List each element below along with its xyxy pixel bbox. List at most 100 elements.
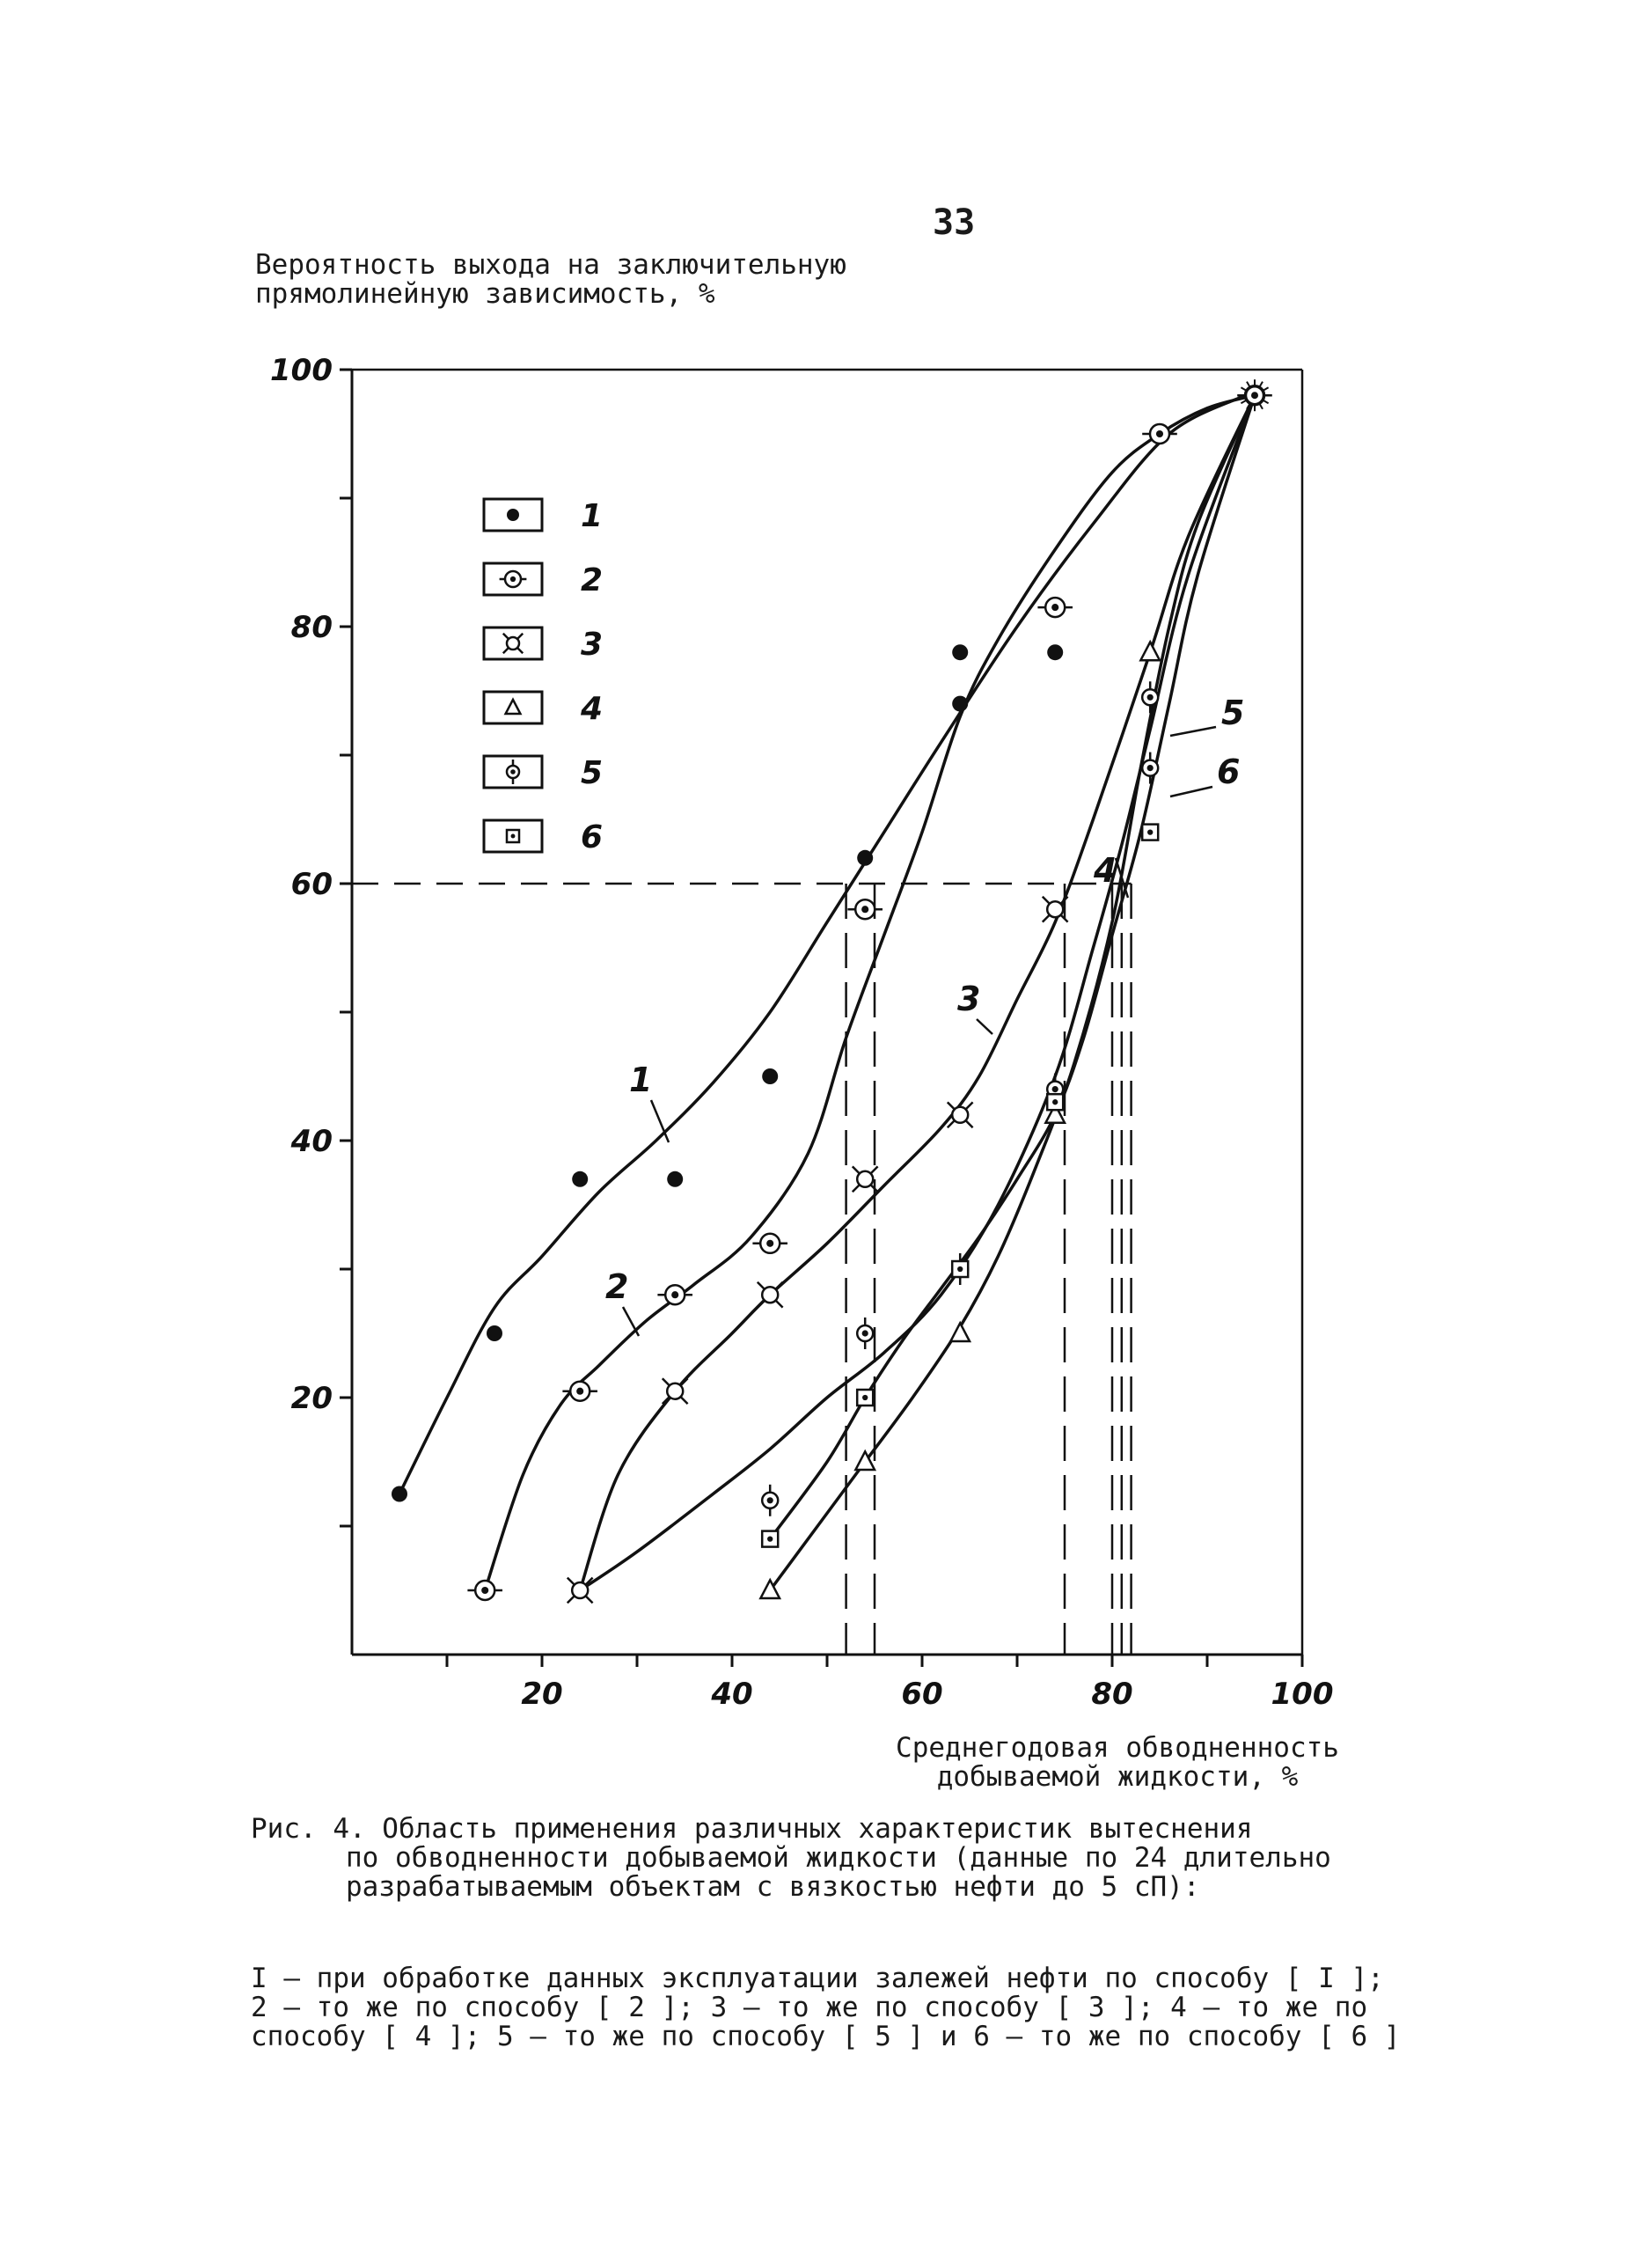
data-point-series-1 [952,695,969,712]
data-point-series-2 [467,1579,502,1602]
data-point-series-4 [758,1577,782,1600]
data-point-series-3 [756,1281,784,1309]
marker-center [766,1497,773,1504]
star-center [1251,392,1258,400]
marker-ring [570,1581,590,1600]
data-point-series-2 [1037,596,1073,619]
marker-dot [762,1068,779,1084]
data-point-series-4 [948,1320,972,1343]
legend-label: 3 [581,627,603,663]
curve-label-4: 4 [1093,851,1117,890]
data-point-series-2 [1142,422,1177,445]
data-point-series-2 [657,1283,692,1306]
marker-triangle [1044,1102,1067,1125]
data-point-series-3 [566,1576,594,1604]
series-line-4 [768,394,1256,1592]
data-point-series-6 [1140,823,1160,841]
data-point-series-6 [855,1388,875,1407]
data-point-series-3 [1041,895,1069,923]
data-point-series-1 [487,1325,502,1341]
legend-item-3: 3 [482,626,603,663]
marker-center [576,1387,584,1395]
legend-item-2: 2 [482,561,603,598]
marker-dot [1047,644,1064,661]
series-line-3 [578,394,1256,1591]
data-point-series-2 [847,898,883,921]
caption-head: Рис. 4. Область применения различных хар… [251,1813,1253,1845]
curve-label-leader-2 [621,1306,641,1337]
legend-label: 1 [581,498,603,534]
marker-center [861,1330,868,1337]
axes: 20 40 60 80 100 20 40 60 80 100 [270,353,1333,1712]
legend-item-1: 1 [482,497,603,534]
curve-label-leader-3 [976,1018,993,1035]
x-tick-label: 80 [1091,1677,1132,1712]
convergence-point [1239,379,1271,412]
marker-center [1051,1086,1058,1093]
marker-ring [950,1105,970,1125]
curve-label-6: 6 [1217,752,1240,791]
legend-box [482,626,544,661]
figure-footnote: I – при обработке данных эксплуатации за… [251,1963,1401,2052]
marker-center [766,1239,774,1247]
data-point-series-2 [752,1232,787,1255]
data-point-series-3 [946,1101,974,1129]
data-point-series-1 [952,644,969,661]
marker-dot [487,1325,502,1341]
marker-dot [952,644,969,661]
marker-center [510,833,516,839]
data-point-series-2 [562,1380,597,1402]
legend: 1 2 3 4 5 6 [482,497,603,855]
y-tick-label: 20 [291,1381,333,1416]
data-point-series-1 [392,1486,407,1502]
marker-center [1146,694,1154,701]
series-line-5 [579,394,1256,1592]
marker-dot [667,1171,684,1187]
y-tick-label: 80 [291,610,333,645]
x-axis-title: Среднегодовая обводненность добываемой ж… [896,1732,1339,1793]
data-point-series-4 [1044,1102,1067,1125]
data-point-series-5 [760,1484,780,1516]
data-point-series-1 [572,1171,589,1187]
y-tick-label: 60 [291,867,333,902]
data-point-series-5 [1140,681,1160,714]
marker-center [862,1394,868,1401]
marker-triangle [758,1577,782,1600]
legend-label: 5 [581,755,603,791]
curve-label-leader-5 [1169,725,1217,738]
marker-center [510,769,516,774]
legend-item-6: 6 [482,818,603,855]
caption-body: по обводненности добываемой жидкости (да… [346,1842,1331,1903]
marker-center [1052,1099,1058,1105]
series-line-2 [483,393,1256,1591]
marker-center [957,1266,963,1273]
reference-lines [352,882,1132,1655]
marker-dot [952,695,969,712]
data-point-series-6 [950,1259,970,1279]
series-line-6 [768,394,1256,1540]
y-tick-label: 100 [270,353,333,388]
marker-center [509,576,516,583]
legend-item-4: 4 [482,690,603,727]
y-tick-label: 40 [290,1124,333,1159]
data-point-series-1 [762,1068,779,1084]
data-point-series-1 [857,849,874,866]
curve-label-3: 3 [957,980,980,1018]
marker-center [481,1586,489,1595]
marker-triangle [1139,639,1162,662]
curve-label-2: 2 [605,1267,628,1306]
data-point-series-4 [853,1449,877,1472]
curve-labels: 1 2 3 4 5 6 [605,694,1244,1337]
marker-center [1147,829,1154,835]
marker-triangle [853,1449,877,1472]
marker-center [671,1291,679,1299]
legend-label: 6 [581,819,603,855]
marker-dot [392,1486,407,1502]
marker-ring [855,1170,875,1189]
legend-item-5: 5 [482,754,603,791]
marker-ring [665,1382,685,1400]
data-point-series-1 [1047,644,1064,661]
marker-center [1146,765,1154,772]
marker-dot [507,509,519,521]
